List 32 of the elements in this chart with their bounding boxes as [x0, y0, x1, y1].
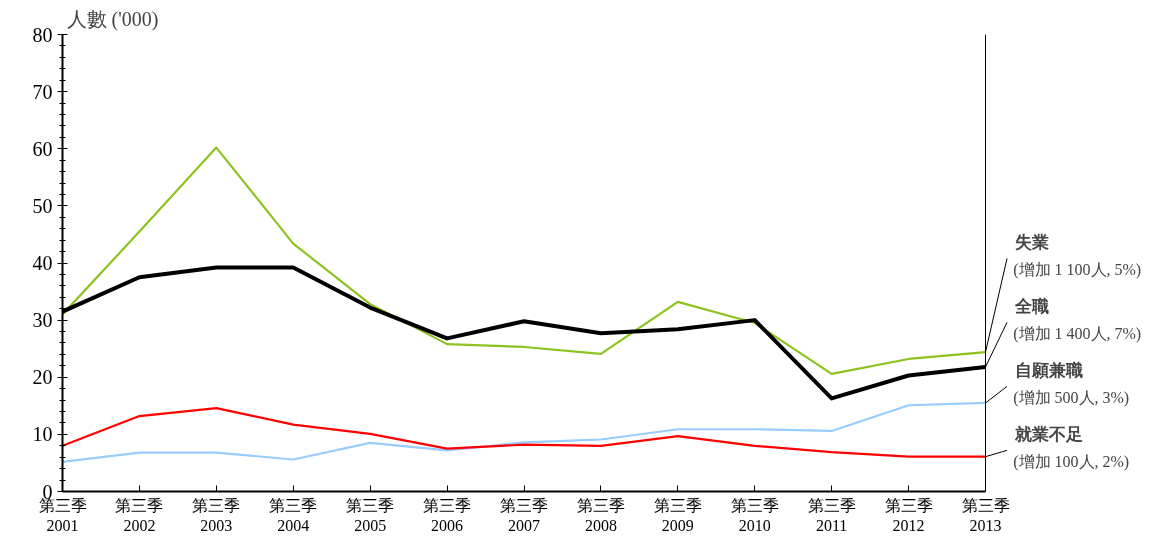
y-tick-label: 40	[32, 252, 53, 274]
x-tick-label: 第三季 2013	[961, 496, 1010, 534]
y-tick-label: 10	[32, 423, 53, 446]
line-series	[62, 407, 987, 458]
y-tick-label: 60	[32, 137, 53, 160]
x-tick-label: 第三季 2002	[115, 496, 164, 534]
x-tick-label: 第三季 2005	[346, 496, 395, 534]
y-tick-label: 30	[32, 309, 53, 332]
annotation: (增加 100人, 2%)	[1013, 452, 1130, 471]
x-tick-label: 第三季 2011	[807, 496, 856, 534]
y-tick-label: 70	[32, 80, 53, 103]
x-tick-label: 第三季 2009	[653, 496, 702, 534]
x-tick-label: 第三季 2012	[884, 496, 933, 534]
x-tick-label: 第三季 2007	[500, 496, 548, 534]
text: 失業	[1015, 232, 1050, 252]
text: 自願兼職	[1015, 360, 1084, 380]
x-tick-label: 第三季 2004	[269, 496, 318, 534]
y-axis-title: 人數 ('000)	[66, 7, 159, 31]
annotation: (增加 1 100人, 5%)	[1013, 260, 1142, 279]
x-tick-label: 第三季 2006	[423, 496, 472, 534]
text: 全職	[1014, 296, 1050, 316]
annotation: (增加 500人, 3%)	[1013, 388, 1130, 407]
y-tick-label: 80	[32, 23, 53, 46]
x-tick-label: 第三季 2003	[192, 496, 241, 534]
line-series	[62, 401, 987, 463]
x-tick-label: 第三季 2008	[576, 496, 625, 534]
y-tick-label: 20	[32, 366, 53, 389]
y-tick-label: 50	[32, 194, 53, 217]
x-tick-label: 第三季 2010	[730, 496, 779, 534]
series-label: 就業不足	[1014, 424, 1084, 444]
line-series	[62, 146, 987, 375]
annotation: (增加 1 400人, 7%)	[1013, 324, 1142, 343]
